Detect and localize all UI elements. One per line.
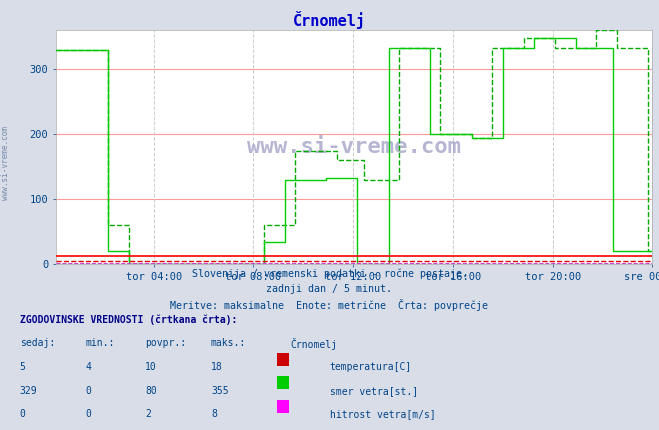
Text: min.:: min.: — [86, 338, 115, 348]
Text: Slovenija / vremenski podatki - ročne postaje.: Slovenija / vremenski podatki - ročne po… — [192, 269, 467, 279]
Text: 355: 355 — [211, 386, 229, 396]
Text: povpr.:: povpr.: — [145, 338, 186, 348]
Text: ZGODOVINSKE VREDNOSTI (črtkana črta):: ZGODOVINSKE VREDNOSTI (črtkana črta): — [20, 315, 237, 325]
Text: temperatura[C]: temperatura[C] — [330, 362, 412, 372]
Text: Črnomelj: Črnomelj — [290, 338, 337, 350]
Text: 329: 329 — [20, 386, 38, 396]
Text: maks.:: maks.: — [211, 338, 246, 348]
Text: 2: 2 — [145, 409, 151, 419]
Text: 8: 8 — [211, 409, 217, 419]
Text: sedaj:: sedaj: — [20, 338, 55, 348]
Text: 18: 18 — [211, 362, 223, 372]
Text: hitrost vetra[m/s]: hitrost vetra[m/s] — [330, 409, 435, 419]
Text: 10: 10 — [145, 362, 157, 372]
Text: 5: 5 — [20, 362, 26, 372]
Text: 4: 4 — [86, 362, 92, 372]
Text: 0: 0 — [86, 409, 92, 419]
Text: www.si-vreme.com: www.si-vreme.com — [247, 137, 461, 157]
Text: Črnomelj: Črnomelj — [293, 11, 366, 29]
Text: smer vetra[st.]: smer vetra[st.] — [330, 386, 418, 396]
Text: 80: 80 — [145, 386, 157, 396]
Text: zadnji dan / 5 minut.: zadnji dan / 5 minut. — [266, 284, 393, 294]
Text: 0: 0 — [20, 409, 26, 419]
Text: 0: 0 — [86, 386, 92, 396]
Text: Meritve: maksimalne  Enote: metrične  Črta: povprečje: Meritve: maksimalne Enote: metrične Črta… — [171, 299, 488, 311]
Text: www.si-vreme.com: www.si-vreme.com — [1, 126, 10, 200]
